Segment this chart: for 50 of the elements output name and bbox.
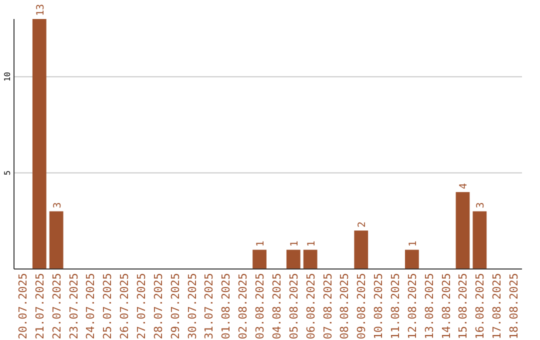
data-label: 1 [289, 240, 300, 247]
x-tick-label: 05.08.2025 [287, 273, 300, 340]
data-label: 1 [256, 240, 267, 247]
x-tick-label: 16.08.2025 [474, 273, 487, 340]
x-tick-label: 01.08.2025 [220, 273, 233, 340]
x-tick-label: 04.08.2025 [270, 273, 284, 340]
x-tick-label: 15.08.2025 [456, 273, 470, 340]
x-tick-label: 03.08.2025 [254, 273, 267, 340]
bar [303, 250, 318, 269]
x-tick-label: 28.07.2025 [152, 273, 165, 340]
x-tick-label: 26.07.2025 [118, 273, 132, 340]
x-tick-label: 02.08.2025 [236, 273, 250, 340]
x-tick-label: 30.07.2025 [186, 273, 199, 340]
x-tick-label: 08.08.2025 [338, 273, 352, 340]
x-tick-label: 17.08.2025 [490, 273, 504, 340]
x-tick-label: 12.08.2025 [406, 273, 419, 340]
x-tick-label: 09.08.2025 [355, 273, 368, 340]
bar [49, 211, 64, 269]
x-tick-label: 06.08.2025 [304, 273, 318, 340]
x-tick-label: 22.07.2025 [50, 273, 64, 340]
bar [252, 250, 266, 269]
x-tick-label: 25.07.2025 [101, 273, 114, 340]
data-label: 1 [408, 240, 419, 247]
x-tick-label: 10.08.2025 [372, 273, 386, 340]
y-tick-label: 10 [3, 72, 12, 82]
data-label: 13 [35, 4, 46, 16]
x-tick-label: 13.08.2025 [422, 273, 436, 340]
bar [32, 19, 46, 269]
y-tick-label: 5 [3, 170, 12, 176]
bar [286, 250, 300, 269]
x-tick-label: 07.08.2025 [321, 273, 334, 340]
data-label: 4 [458, 183, 470, 190]
x-tick-label: 31.07.2025 [202, 273, 216, 340]
data-label: 2 [357, 222, 368, 228]
x-tick-label: 14.08.2025 [440, 273, 453, 340]
bar [404, 250, 419, 269]
x-tick-label: 18.08.2025 [508, 273, 521, 340]
bar [354, 230, 368, 269]
x-tick-label: 23.07.2025 [67, 273, 80, 340]
x-tick-label: 20.07.2025 [16, 273, 30, 340]
data-label: 3 [52, 202, 64, 208]
bar [456, 192, 470, 269]
x-tick-label: 21.07.2025 [33, 273, 46, 340]
data-label: 3 [476, 202, 487, 208]
x-tick-label: 11.08.2025 [389, 273, 402, 340]
x-tick-label: 29.07.2025 [168, 273, 182, 340]
data-label: 1 [306, 240, 318, 247]
x-tick-label: 24.07.2025 [84, 273, 98, 340]
x-tick-label: 27.07.2025 [135, 273, 148, 340]
bar [472, 211, 487, 269]
